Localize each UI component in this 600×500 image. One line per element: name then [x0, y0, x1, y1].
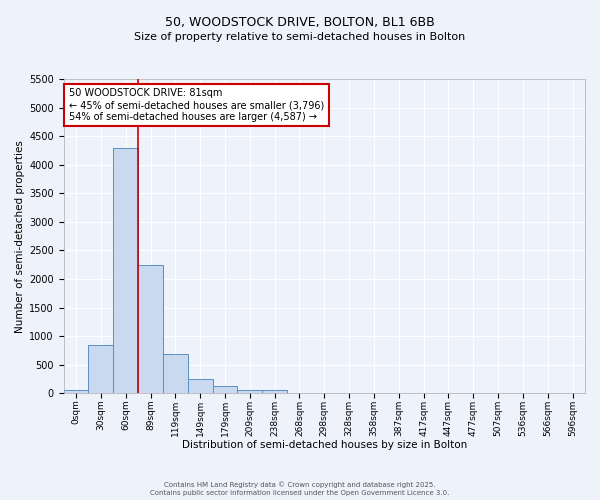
X-axis label: Distribution of semi-detached houses by size in Bolton: Distribution of semi-detached houses by … [182, 440, 467, 450]
Text: Contains HM Land Registry data © Crown copyright and database right 2025.: Contains HM Land Registry data © Crown c… [164, 481, 436, 488]
Text: Contains public sector information licensed under the Open Government Licence 3.: Contains public sector information licen… [151, 490, 449, 496]
Bar [113, 148, 138, 393]
Y-axis label: Number of semi-detached properties: Number of semi-detached properties [15, 140, 25, 332]
Text: Size of property relative to semi-detached houses in Bolton: Size of property relative to semi-detach… [134, 32, 466, 42]
Text: 50, WOODSTOCK DRIVE, BOLTON, BL1 6BB: 50, WOODSTOCK DRIVE, BOLTON, BL1 6BB [165, 16, 435, 29]
Bar [238, 390, 262, 393]
Bar [88, 344, 113, 393]
Bar [262, 390, 287, 393]
Bar [188, 379, 212, 393]
Bar [163, 354, 188, 393]
Text: 50 WOODSTOCK DRIVE: 81sqm
← 45% of semi-detached houses are smaller (3,796)
54% : 50 WOODSTOCK DRIVE: 81sqm ← 45% of semi-… [69, 88, 324, 122]
Bar [64, 390, 88, 393]
Bar [138, 264, 163, 393]
Bar [212, 386, 238, 393]
